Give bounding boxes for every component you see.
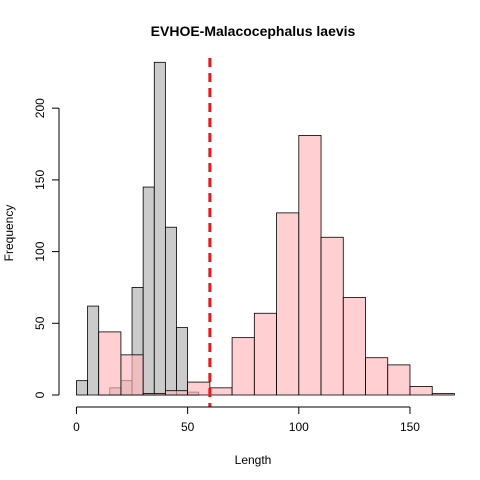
histogram-bar xyxy=(120,354,144,396)
y-tick-label: 150 xyxy=(33,170,47,190)
x-axis: 0 50 100 150 xyxy=(73,406,420,434)
y-tick-label: 50 xyxy=(33,316,47,330)
histogram-bar xyxy=(187,381,211,396)
y-tick-label: 200 xyxy=(33,98,47,118)
histogram-bar xyxy=(98,331,122,396)
x-tick-label: 0 xyxy=(73,420,80,434)
y-tick-label: 100 xyxy=(33,241,47,261)
histogram-bar xyxy=(365,357,389,396)
histogram-bar xyxy=(176,327,189,396)
histogram-bar xyxy=(76,380,88,396)
histogram-bar xyxy=(387,364,411,396)
x-tick-label: 100 xyxy=(289,420,309,434)
histogram-bar xyxy=(153,61,166,396)
histogram-bar xyxy=(298,135,322,396)
histogram-bar xyxy=(342,297,366,396)
histogram-bar xyxy=(409,385,433,396)
histogram-bar xyxy=(209,387,233,396)
x-tick-label: 50 xyxy=(181,420,195,434)
histogram-bar xyxy=(142,393,166,396)
histogram-bar xyxy=(431,393,455,396)
y-axis-label: Frequency xyxy=(2,205,16,262)
histogram-bar xyxy=(320,236,344,396)
x-tick-label: 150 xyxy=(400,420,420,434)
x-axis-label: Length xyxy=(235,453,272,467)
y-tick-label: 0 xyxy=(33,391,47,398)
histogram-bar xyxy=(276,212,300,396)
histogram-bar xyxy=(87,305,100,396)
histogram-bar xyxy=(253,312,277,396)
chart-title: EVHOE-Malacocephalus laevis xyxy=(151,23,356,39)
histogram-bar xyxy=(142,186,155,396)
histogram-bar xyxy=(231,337,255,396)
histogram-bar xyxy=(164,226,177,396)
histogram-bar xyxy=(164,390,189,396)
y-axis: 0 50 100 150 200 xyxy=(33,98,60,398)
bars-layer xyxy=(76,61,455,396)
